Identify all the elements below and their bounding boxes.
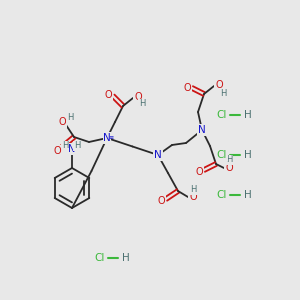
Text: O: O — [183, 83, 191, 93]
Text: O: O — [189, 192, 197, 202]
Text: H: H — [67, 112, 73, 122]
Text: O: O — [225, 163, 233, 173]
Text: O: O — [58, 117, 66, 127]
Text: H: H — [62, 142, 68, 151]
Text: N: N — [198, 125, 206, 135]
Text: H: H — [139, 100, 145, 109]
Text: H: H — [190, 185, 196, 194]
Text: H: H — [122, 253, 130, 263]
Text: H: H — [244, 150, 252, 160]
Text: Cl: Cl — [95, 253, 105, 263]
Text: Cl: Cl — [217, 150, 227, 160]
Text: N: N — [68, 144, 76, 154]
Text: H: H — [244, 110, 252, 120]
Text: O: O — [157, 196, 165, 206]
Text: O: O — [53, 146, 61, 156]
Text: ≡: ≡ — [108, 134, 114, 140]
Text: H: H — [74, 142, 80, 151]
Text: O: O — [195, 167, 203, 177]
Text: H: H — [226, 155, 232, 164]
Text: O: O — [134, 92, 142, 102]
Text: O: O — [104, 90, 112, 100]
Text: H: H — [244, 190, 252, 200]
Text: H: H — [220, 88, 226, 98]
Text: N: N — [154, 150, 162, 160]
Text: O: O — [215, 80, 223, 90]
Text: Cl: Cl — [217, 110, 227, 120]
Text: Cl: Cl — [217, 190, 227, 200]
Text: N: N — [103, 133, 111, 143]
